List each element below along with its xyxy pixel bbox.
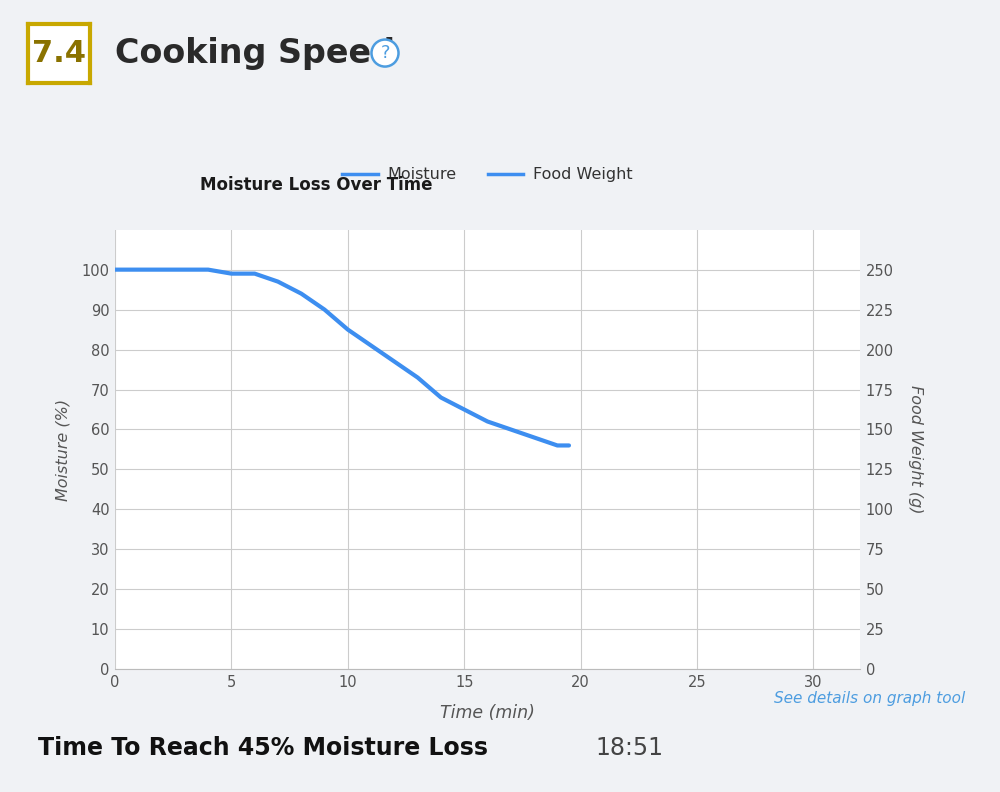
Text: 18:51: 18:51: [595, 737, 663, 760]
Text: Time To Reach 45% Moisture Loss: Time To Reach 45% Moisture Loss: [38, 737, 488, 760]
Legend: Moisture, Food Weight: Moisture, Food Weight: [336, 161, 639, 188]
Y-axis label: Moisture (%): Moisture (%): [55, 398, 70, 501]
X-axis label: Time (min): Time (min): [440, 703, 535, 722]
Text: 7.4: 7.4: [32, 39, 86, 68]
Text: Moisture Loss Over Time: Moisture Loss Over Time: [200, 176, 432, 194]
Text: Cooking Speed: Cooking Speed: [115, 36, 395, 70]
Text: ?: ?: [380, 44, 390, 62]
Text: See details on graph tool: See details on graph tool: [774, 691, 965, 706]
Y-axis label: Food Weight (g): Food Weight (g): [908, 385, 923, 514]
